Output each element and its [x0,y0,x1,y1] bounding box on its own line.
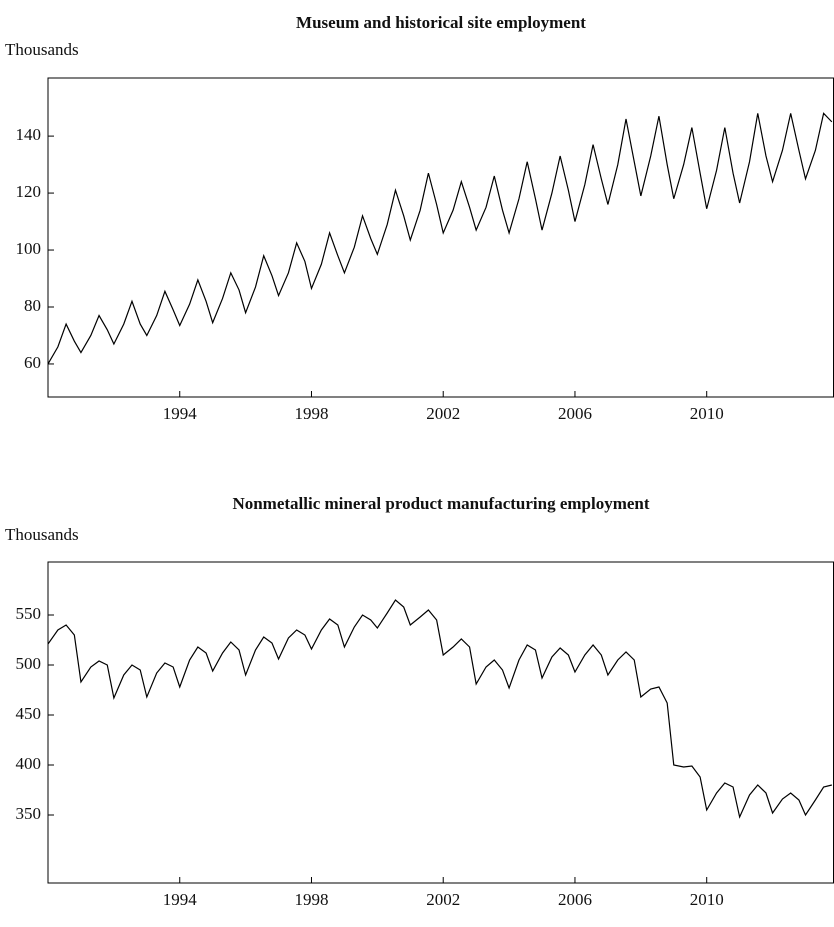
y-axis-label: Thousands [5,525,79,544]
x-tick-label: 1998 [294,890,328,909]
x-tick-label: 2010 [690,404,724,423]
data-line [47,599,832,819]
y-tick-label: 450 [16,704,42,723]
y-tick-label: 120 [16,182,42,201]
x-tick-label: 2006 [558,404,592,423]
x-tick-label: 2002 [426,404,460,423]
x-tick-label: 2002 [426,890,460,909]
y-tick-label: 350 [16,804,42,823]
data-line [47,112,833,365]
y-tick-label: 500 [16,654,42,673]
y-tick-label: 60 [24,353,41,372]
y-tick-label: 140 [16,125,42,144]
chart-title: Museum and historical site employment [296,13,586,32]
y-tick-label: 100 [16,239,42,258]
x-tick-label: 2006 [558,890,592,909]
y-tick-label: 400 [16,754,42,773]
y-tick-label: 80 [24,296,41,315]
x-tick-label: 1998 [294,404,328,423]
x-tick-label: 1994 [163,890,198,909]
plot-frame [47,77,834,398]
plot-frame [47,561,834,884]
x-tick-label: 1994 [163,404,198,423]
y-tick-label: 550 [16,604,42,623]
x-tick-label: 2010 [690,890,724,909]
chart-title: Nonmetallic mineral product manufacturin… [232,494,649,513]
y-axis-label: Thousands [5,40,79,59]
